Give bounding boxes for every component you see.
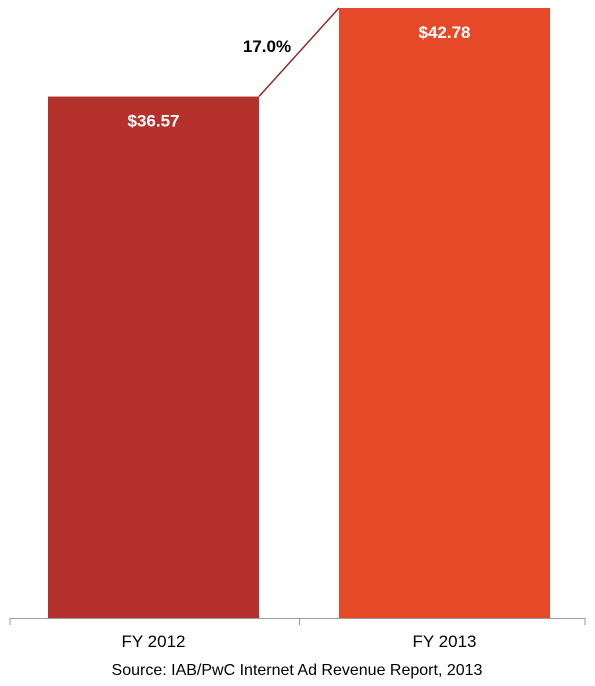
category-labels: FY 2012 FY 2013	[122, 632, 477, 651]
growth-connector-line	[258, 7, 340, 98]
x-axis-ticks	[9, 618, 586, 625]
bars-layer: $36.57 $42.78	[48, 8, 550, 618]
source-note: Source: IAB/PwC Internet Ad Revenue Repo…	[112, 662, 483, 679]
bar-fy-2012	[48, 96, 259, 618]
bar-fy-2013	[339, 8, 550, 618]
value-label: $36.57	[128, 112, 180, 131]
growth-label: 17.0%	[243, 37, 291, 56]
category-label: FY 2012	[122, 632, 186, 651]
value-label: $42.78	[419, 23, 471, 42]
category-label: FY 2013	[413, 632, 477, 651]
